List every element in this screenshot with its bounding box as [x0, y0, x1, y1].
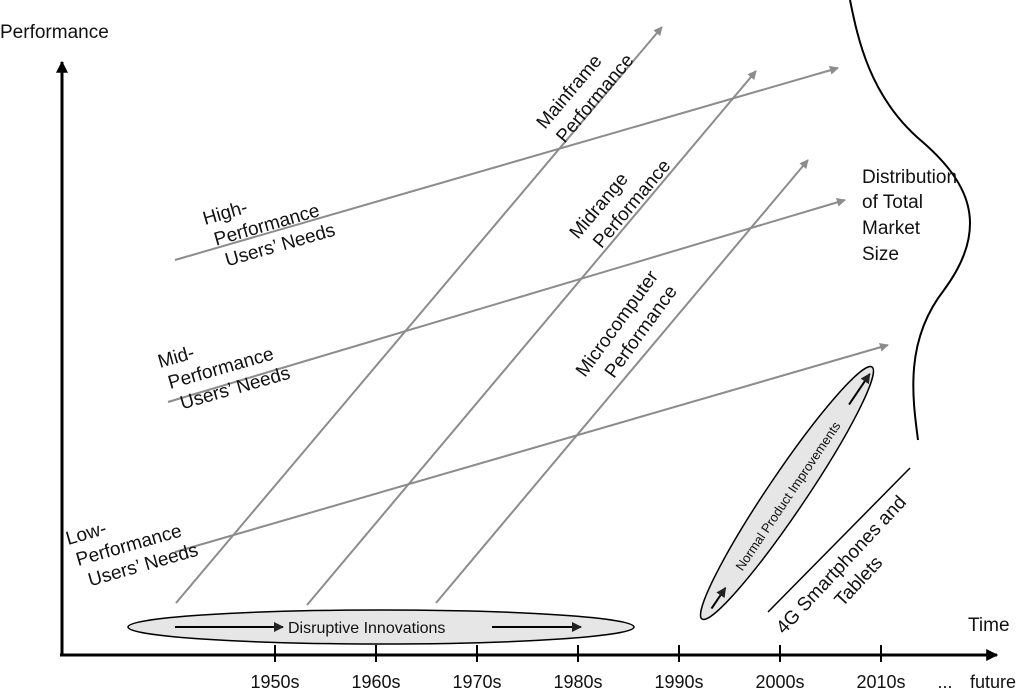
- normal-product-improvements-label: Normal Product Improvements: [732, 418, 843, 573]
- tick-label-2010s: 2010s: [856, 672, 905, 692]
- mainframe-performance-line: [175, 26, 663, 604]
- low-performance-needs-line: [174, 342, 889, 553]
- tick-label-1990s: 1990s: [654, 672, 703, 692]
- low-performance-needs-label: Low- Performance Users’ Needs: [64, 518, 201, 591]
- midrange-performance-label: Midrange Performance: [566, 156, 676, 253]
- mainframe-performance-label: Mainframe Performance: [533, 50, 639, 147]
- tick-label-2000s: 2000s: [755, 672, 804, 692]
- x-axis-label: Time: [968, 615, 1010, 636]
- svg-text:of Total: of Total: [862, 192, 923, 213]
- tick-label-ellipsis: ...: [937, 672, 952, 692]
- disruptive-innovations-label: Disruptive Innovations: [288, 620, 445, 637]
- x-axis-ticks: [274, 645, 882, 662]
- tick-label-1950s: 1950s: [250, 672, 299, 692]
- mid-performance-needs-label: Mid- Performance Users’ Needs: [156, 342, 293, 414]
- disruptive-innovations-callout: Disruptive Innovations: [127, 609, 635, 645]
- tick-label-1960s: 1960s: [351, 672, 400, 692]
- svg-text:Size: Size: [862, 244, 899, 265]
- microcomputer-performance-line: [435, 159, 809, 604]
- tick-label-1970s: 1970s: [452, 672, 501, 692]
- mid-performance-needs-line: [167, 198, 846, 403]
- distribution-label: Distribution of Total Market Size: [862, 167, 957, 265]
- y-axis-label: Performance: [0, 22, 109, 43]
- tick-label-future: future: [970, 672, 1016, 692]
- market-size-distribution-curve: [849, 0, 971, 441]
- midrange-performance-line: [306, 70, 757, 606]
- high-performance-needs-line: [174, 65, 839, 261]
- svg-text:Distribution: Distribution: [862, 167, 957, 188]
- tick-label-1980s: 1980s: [553, 672, 602, 692]
- high-performance-needs-label: High- Performance Users’ Needs: [201, 197, 338, 271]
- svg-text:Market: Market: [862, 218, 921, 239]
